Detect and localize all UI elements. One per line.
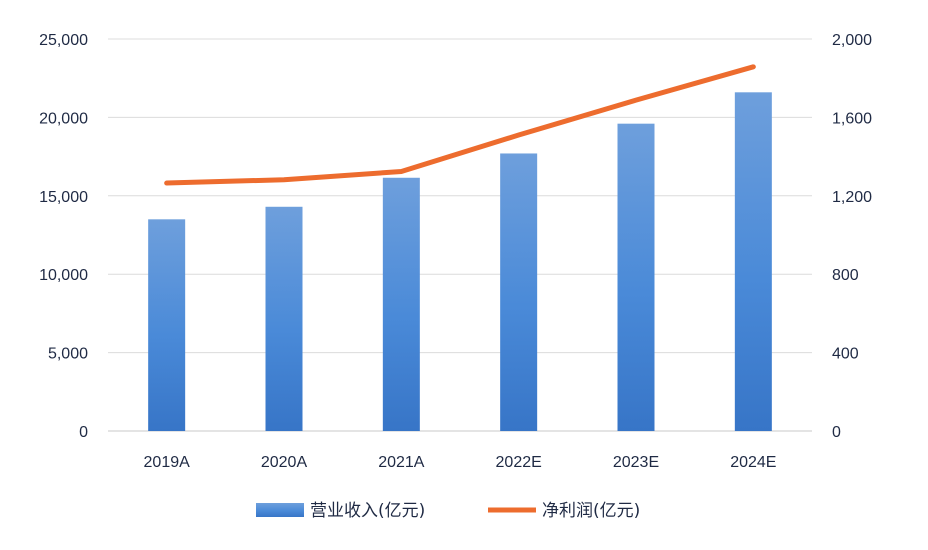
left-y-tick-label: 10,000 xyxy=(39,267,88,284)
x-tick-label: 2022E xyxy=(496,454,542,471)
bar xyxy=(265,206,303,431)
x-tick-label: 2023E xyxy=(613,454,659,471)
right-y-tick-label: 0 xyxy=(832,424,841,441)
gridlines xyxy=(108,38,812,432)
bar xyxy=(148,219,186,431)
legend-label-line: 净利润(亿元) xyxy=(542,501,640,521)
legend-swatch-bar xyxy=(256,503,304,517)
bar xyxy=(382,177,420,431)
left-y-axis: 0 5,000 10,000 15,000 20,000 25,000 xyxy=(39,32,88,441)
right-y-tick-label: 1,200 xyxy=(832,189,872,206)
x-tick-label: 2021A xyxy=(378,454,425,471)
net-profit-line xyxy=(164,64,756,186)
bar xyxy=(617,123,655,431)
bar xyxy=(500,153,538,432)
right-y-tick-label: 1,600 xyxy=(832,110,872,127)
right-y-tick-label: 400 xyxy=(832,346,859,363)
left-y-tick-label: 20,000 xyxy=(39,110,88,127)
left-y-tick-label: 25,000 xyxy=(39,32,88,49)
line-series xyxy=(164,64,756,186)
bar xyxy=(734,92,772,431)
right-y-tick-label: 2,000 xyxy=(832,32,872,49)
x-tick-label: 2020A xyxy=(261,454,308,471)
legend: 营业收入(亿元) 净利润(亿元) xyxy=(256,501,640,521)
x-axis: 2019A 2020A 2021A 2022E 2023E 2024E xyxy=(144,454,777,471)
left-y-tick-label: 15,000 xyxy=(39,189,88,206)
x-tick-label: 2019A xyxy=(144,454,191,471)
legend-label-bar: 营业收入(亿元) xyxy=(310,501,425,521)
left-y-tick-label: 5,000 xyxy=(48,346,88,363)
right-y-axis: 0 400 800 1,200 1,600 2,000 xyxy=(832,32,872,441)
left-y-tick-label: 0 xyxy=(79,424,88,441)
right-y-tick-label: 800 xyxy=(832,267,859,284)
x-tick-label: 2024E xyxy=(730,454,776,471)
bar-series xyxy=(148,92,772,432)
